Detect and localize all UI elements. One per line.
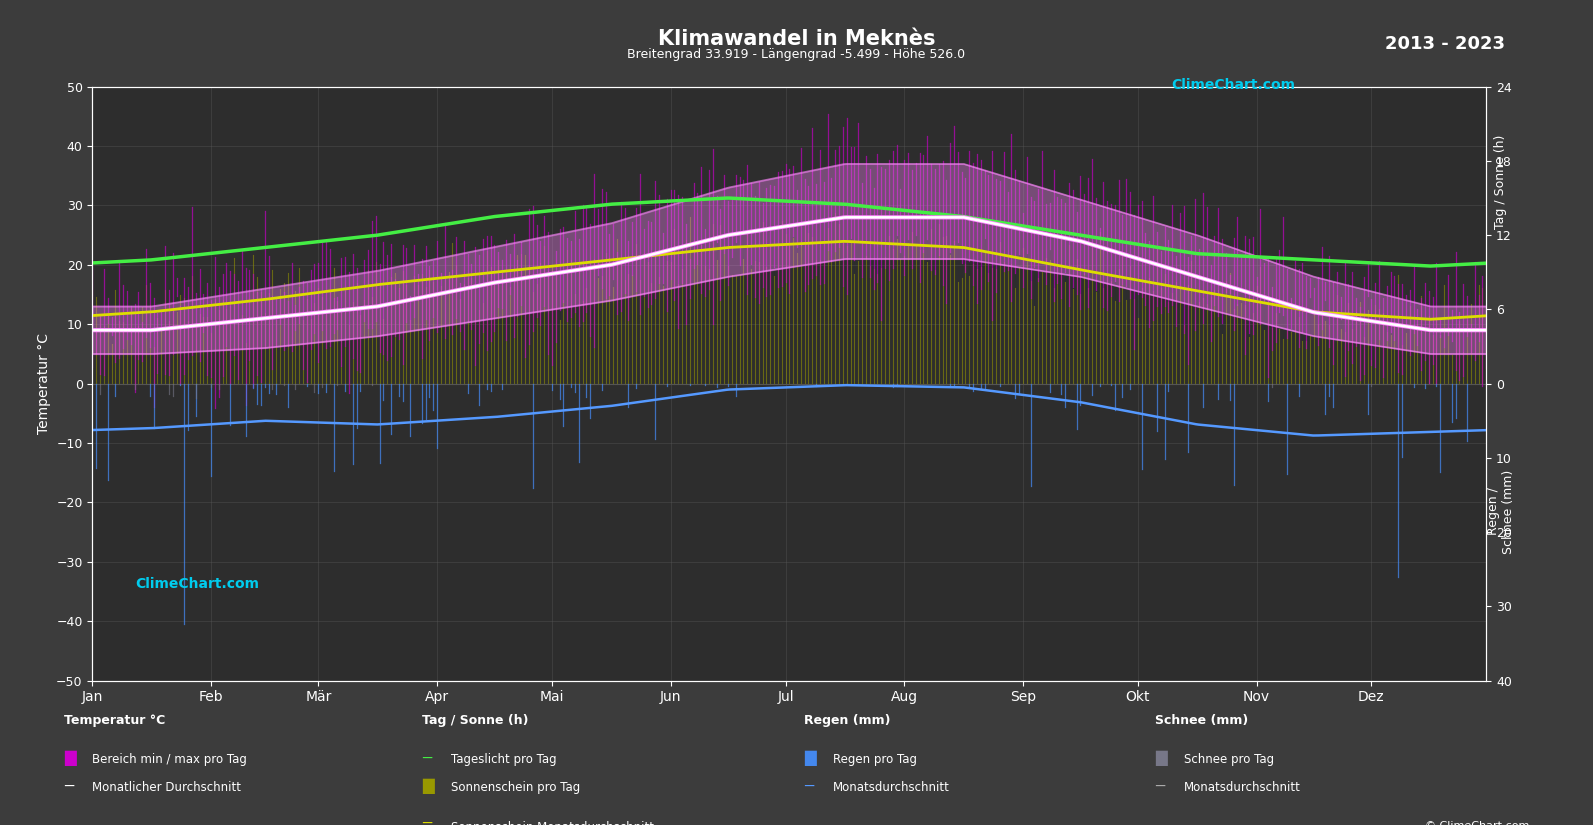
Text: Sonnenschein Monatsdurchschnitt: Sonnenschein Monatsdurchschnitt xyxy=(451,821,653,825)
Text: Monatlicher Durchschnitt: Monatlicher Durchschnitt xyxy=(92,781,242,794)
Text: ─: ─ xyxy=(1155,779,1164,794)
Text: ─: ─ xyxy=(804,779,814,794)
Text: ─: ─ xyxy=(422,816,432,825)
Text: 2013 - 2023: 2013 - 2023 xyxy=(1386,35,1505,53)
Text: ClimeChart.com: ClimeChart.com xyxy=(1171,78,1295,92)
Text: Temperatur °C: Temperatur °C xyxy=(64,714,166,727)
Text: Schnee pro Tag: Schnee pro Tag xyxy=(1184,753,1274,766)
Text: ─: ─ xyxy=(422,751,432,766)
Text: ─: ─ xyxy=(64,779,73,794)
Text: Tag / Sonne (h): Tag / Sonne (h) xyxy=(1494,134,1507,229)
Text: Regen /
Schnee (mm): Regen / Schnee (mm) xyxy=(1486,469,1515,554)
Text: Monatsdurchschnitt: Monatsdurchschnitt xyxy=(1184,781,1300,794)
Text: © ClimeChart.com: © ClimeChart.com xyxy=(1424,821,1529,825)
Text: █: █ xyxy=(422,779,433,794)
Text: Tag / Sonne (h): Tag / Sonne (h) xyxy=(422,714,529,727)
Text: Tageslicht pro Tag: Tageslicht pro Tag xyxy=(451,753,556,766)
Text: █: █ xyxy=(804,751,816,766)
Text: Schnee (mm): Schnee (mm) xyxy=(1155,714,1249,727)
Text: Monatsdurchschnitt: Monatsdurchschnitt xyxy=(833,781,949,794)
Text: Sonnenschein pro Tag: Sonnenschein pro Tag xyxy=(451,781,580,794)
Text: Bereich min / max pro Tag: Bereich min / max pro Tag xyxy=(92,753,247,766)
Y-axis label: Temperatur °C: Temperatur °C xyxy=(37,333,51,434)
Text: ClimeChart.com: ClimeChart.com xyxy=(135,578,260,592)
Text: Breitengrad 33.919 - Längengrad -5.499 - Höhe 526.0: Breitengrad 33.919 - Längengrad -5.499 -… xyxy=(628,48,965,61)
Text: █: █ xyxy=(1155,751,1166,766)
Text: Regen (mm): Regen (mm) xyxy=(804,714,890,727)
Text: █: █ xyxy=(64,751,75,766)
Text: Regen pro Tag: Regen pro Tag xyxy=(833,753,918,766)
Text: Klimawandel in Meknès: Klimawandel in Meknès xyxy=(658,29,935,49)
